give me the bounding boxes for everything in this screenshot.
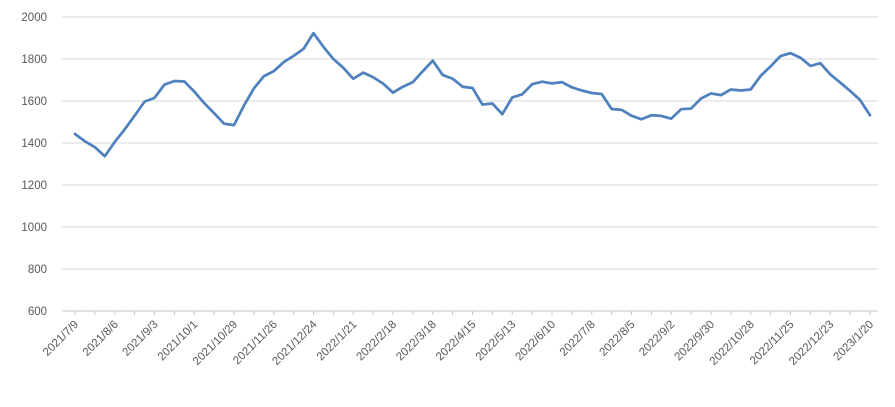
y-axis-label: 600 xyxy=(28,306,47,318)
x-axis-label: 2022/4/15 xyxy=(434,319,479,364)
y-axis-label: 800 xyxy=(28,264,47,276)
y-axis-label: 1200 xyxy=(21,180,47,192)
x-axis-label: 2021/7/9 xyxy=(41,319,81,359)
x-axis-label: 2022/6/10 xyxy=(513,319,558,364)
series-line xyxy=(73,31,872,158)
x-axis-label: 2022/8/5 xyxy=(597,319,637,359)
y-axis-label: 1600 xyxy=(21,96,47,108)
y-axis-label: 1800 xyxy=(21,54,47,66)
x-axis-label: 2023/1/20 xyxy=(831,319,876,364)
y-axis-label: 1400 xyxy=(21,138,47,150)
x-axis-label: 2021/9/3 xyxy=(120,319,160,359)
x-axis-label: 2022/5/13 xyxy=(474,319,519,364)
x-axis-label: 2022/3/18 xyxy=(394,319,439,364)
y-axis-label: 2000 xyxy=(21,12,47,24)
y-axis-label: 1000 xyxy=(21,222,47,234)
x-axis-label: 2022/9/2 xyxy=(637,319,677,359)
x-axis-label: 2022/2/18 xyxy=(354,319,399,364)
x-axis-label: 2022/1/21 xyxy=(315,319,360,364)
x-axis-label: 2021/8/6 xyxy=(81,319,121,359)
x-axis-label: 2022/7/8 xyxy=(558,319,598,359)
